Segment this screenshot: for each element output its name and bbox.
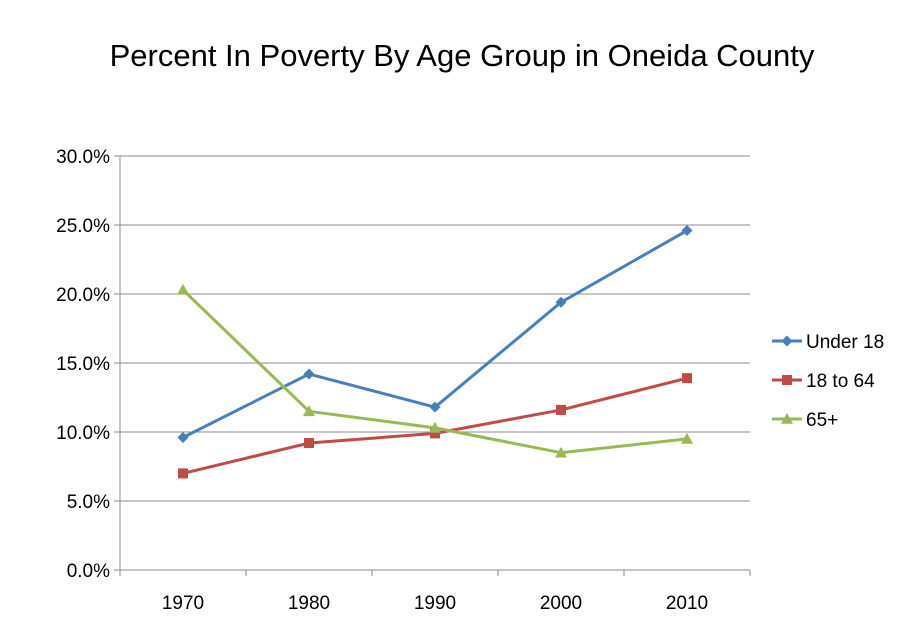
legend: Under 18 18 to 64 65+ — [772, 332, 884, 431]
y-tick-label: 0.0% — [67, 561, 110, 582]
data-point-under-18 — [681, 225, 693, 237]
axes — [114, 155, 751, 576]
data-point-under-18 — [177, 432, 189, 444]
data-point-65 — [429, 421, 441, 433]
data-point-under-18 — [429, 401, 441, 413]
data-point-18-to-64 — [682, 373, 692, 384]
x-axis-tick-labels: 1970 1980 1990 2000 2010 — [162, 593, 708, 614]
data-point-18-to-64 — [178, 468, 188, 479]
x-tick-label: 1980 — [288, 593, 330, 614]
y-tick-label: 15.0% — [56, 354, 110, 375]
gridlines — [120, 155, 750, 502]
y-tick-label: 25.0% — [56, 216, 110, 237]
legend-label: 18 to 64 — [806, 371, 875, 392]
chart-title: Percent In Poverty By Age Group in Oneid… — [110, 38, 815, 73]
legend-marker — [781, 413, 793, 424]
y-tick-label: 10.0% — [56, 423, 110, 444]
data-point-18-to-64 — [430, 428, 440, 439]
series-under-18 — [177, 225, 693, 444]
data-point-65 — [681, 432, 693, 444]
data-point-65 — [555, 446, 567, 458]
legend-label: 65+ — [806, 410, 838, 431]
legend-item-under-18: Under 18 — [772, 332, 884, 353]
series-65 — [177, 283, 693, 458]
legend-item-18-to-64: 18 to 64 — [772, 371, 875, 392]
data-point-18-to-64 — [556, 404, 566, 415]
y-tick-label: 5.0% — [67, 492, 110, 513]
data-point-65 — [177, 283, 189, 295]
series-18-to-64 — [178, 373, 692, 479]
x-tick-label: 1990 — [414, 593, 456, 614]
data-point-65 — [303, 405, 315, 417]
x-tick-label: 2010 — [666, 593, 708, 614]
data-point-under-18 — [555, 296, 567, 308]
legend-item-65: 65+ — [772, 410, 838, 431]
y-tick-label: 20.0% — [56, 285, 110, 306]
legend-label: Under 18 — [806, 332, 884, 353]
x-tick-label: 2000 — [540, 593, 582, 614]
x-tick-label: 1970 — [162, 593, 204, 614]
legend-marker — [781, 335, 793, 347]
data-point-18-to-64 — [304, 438, 314, 449]
data-point-under-18 — [303, 368, 315, 380]
y-axis-tick-labels: 0.0% 5.0% 10.0% 15.0% 20.0% 25.0% 30.0% — [56, 147, 110, 582]
series-group — [177, 225, 693, 479]
y-tick-label: 30.0% — [56, 147, 110, 168]
legend-marker — [782, 375, 792, 385]
